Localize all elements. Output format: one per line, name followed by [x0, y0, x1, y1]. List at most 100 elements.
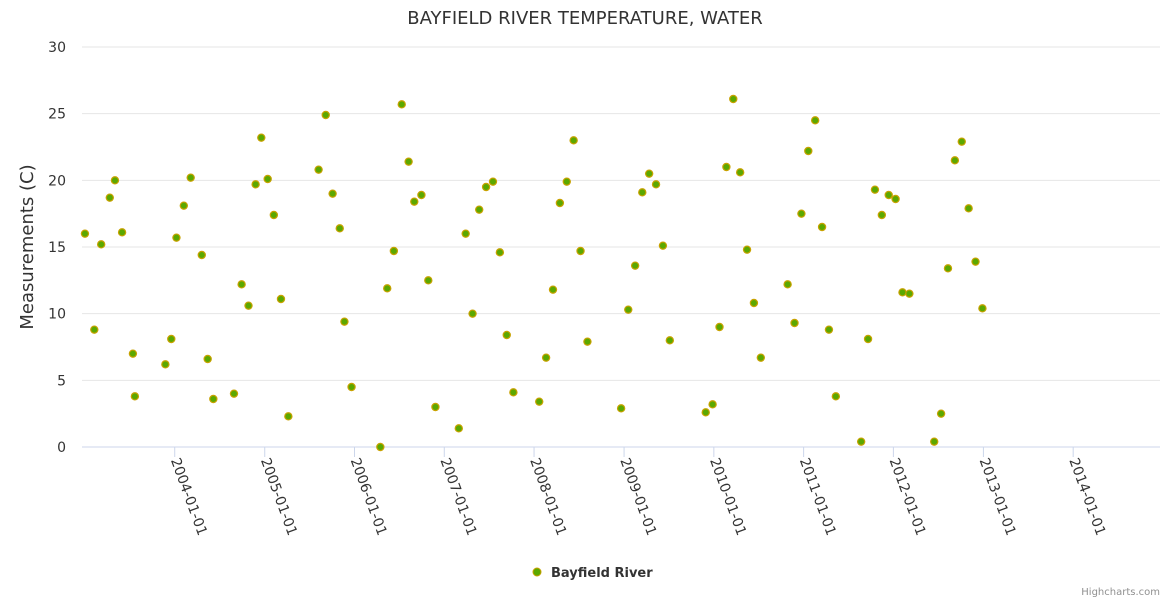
data-point[interactable]	[481, 182, 491, 192]
data-point[interactable]	[197, 250, 206, 260]
data-point[interactable]	[943, 264, 953, 273]
data-point[interactable]	[856, 437, 866, 446]
data-point[interactable]	[562, 177, 571, 186]
data-point[interactable]	[583, 337, 592, 346]
data-point[interactable]	[376, 442, 385, 452]
data-point[interactable]	[117, 228, 127, 237]
data-point[interactable]	[340, 317, 349, 326]
data-point[interactable]	[404, 157, 413, 166]
data-point[interactable]	[454, 424, 463, 433]
data-point[interactable]	[810, 116, 820, 125]
data-point[interactable]	[495, 248, 505, 257]
data-point[interactable]	[257, 133, 266, 142]
data-point[interactable]	[475, 205, 484, 214]
data-point[interactable]	[905, 289, 914, 298]
data-point[interactable]	[96, 240, 106, 249]
data-point[interactable]	[630, 261, 640, 270]
data-point[interactable]	[863, 334, 873, 344]
data-point[interactable]	[898, 288, 907, 297]
data-point[interactable]	[749, 298, 759, 308]
data-point[interactable]	[468, 309, 477, 318]
data-point[interactable]	[535, 397, 544, 406]
data-point[interactable]	[314, 165, 323, 174]
data-point[interactable]	[658, 241, 668, 250]
data-point[interactable]	[244, 301, 253, 310]
legend[interactable]: Bayfield River	[532, 566, 653, 581]
data-point[interactable]	[167, 334, 176, 344]
data-point[interactable]	[276, 294, 286, 304]
data-point[interactable]	[831, 392, 841, 401]
data-point[interactable]	[417, 190, 426, 200]
data-point[interactable]	[251, 180, 260, 189]
data-point[interactable]	[424, 276, 433, 285]
data-point[interactable]	[783, 280, 792, 289]
data-point[interactable]	[179, 201, 189, 210]
data-point[interactable]	[957, 137, 966, 146]
data-point[interactable]	[130, 392, 140, 401]
data-point[interactable]	[209, 394, 218, 404]
data-point[interactable]	[335, 224, 344, 233]
data-point[interactable]	[347, 382, 356, 392]
legend-item-bayfield-river[interactable]: Bayfield River	[551, 566, 653, 581]
data-point[interactable]	[105, 193, 114, 202]
data-point[interactable]	[461, 229, 470, 238]
data-point[interactable]	[817, 222, 827, 232]
data-point[interactable]	[509, 388, 518, 397]
data-point[interactable]	[128, 349, 138, 358]
data-point[interactable]	[186, 173, 195, 182]
data-point[interactable]	[978, 304, 987, 313]
data-point[interactable]	[708, 400, 717, 409]
data-point[interactable]	[756, 353, 766, 362]
data-point[interactable]	[383, 284, 392, 293]
data-point[interactable]	[90, 325, 99, 334]
data-point[interactable]	[488, 177, 498, 186]
data-point[interactable]	[263, 174, 272, 184]
data-point[interactable]	[431, 402, 440, 412]
data-point[interactable]	[665, 336, 675, 345]
data-point[interactable]	[790, 318, 799, 328]
data-point[interactable]	[616, 404, 626, 413]
data-point[interactable]	[284, 412, 293, 421]
data-point[interactable]	[80, 229, 90, 238]
data-point[interactable]	[328, 189, 337, 198]
data-point[interactable]	[502, 330, 511, 340]
data-point[interactable]	[541, 353, 551, 362]
data-point[interactable]	[203, 354, 212, 364]
data-point[interactable]	[229, 389, 239, 398]
data-point[interactable]	[269, 210, 279, 220]
data-point[interactable]	[644, 169, 654, 178]
data-point[interactable]	[729, 94, 738, 104]
data-point[interactable]	[804, 146, 813, 156]
data-point[interactable]	[877, 210, 887, 220]
data-point[interactable]	[638, 188, 647, 197]
data-point[interactable]	[742, 245, 752, 254]
data-point[interactable]	[971, 257, 980, 266]
data-point[interactable]	[950, 156, 960, 165]
data-point[interactable]	[930, 437, 939, 446]
data-point[interactable]	[722, 162, 731, 172]
data-point[interactable]	[735, 168, 745, 177]
data-point[interactable]	[936, 409, 946, 418]
data-point[interactable]	[824, 325, 834, 334]
data-point[interactable]	[891, 194, 900, 204]
data-point[interactable]	[110, 176, 120, 185]
data-point[interactable]	[555, 198, 565, 208]
data-point[interactable]	[397, 100, 406, 109]
data-point[interactable]	[651, 180, 661, 189]
data-point[interactable]	[576, 246, 585, 256]
data-point[interactable]	[389, 246, 399, 256]
data-point[interactable]	[410, 197, 419, 206]
data-point[interactable]	[161, 360, 170, 369]
credits-link[interactable]: Highcharts.com	[1081, 587, 1160, 598]
data-point[interactable]	[715, 322, 724, 332]
data-point[interactable]	[884, 190, 893, 200]
data-point[interactable]	[870, 185, 880, 194]
data-point[interactable]	[569, 136, 578, 145]
data-point[interactable]	[701, 408, 710, 417]
data-point[interactable]	[624, 305, 633, 314]
data-point[interactable]	[964, 204, 973, 213]
data-point[interactable]	[548, 285, 558, 294]
data-point[interactable]	[321, 110, 330, 120]
data-point[interactable]	[237, 280, 246, 289]
data-point[interactable]	[797, 209, 806, 218]
